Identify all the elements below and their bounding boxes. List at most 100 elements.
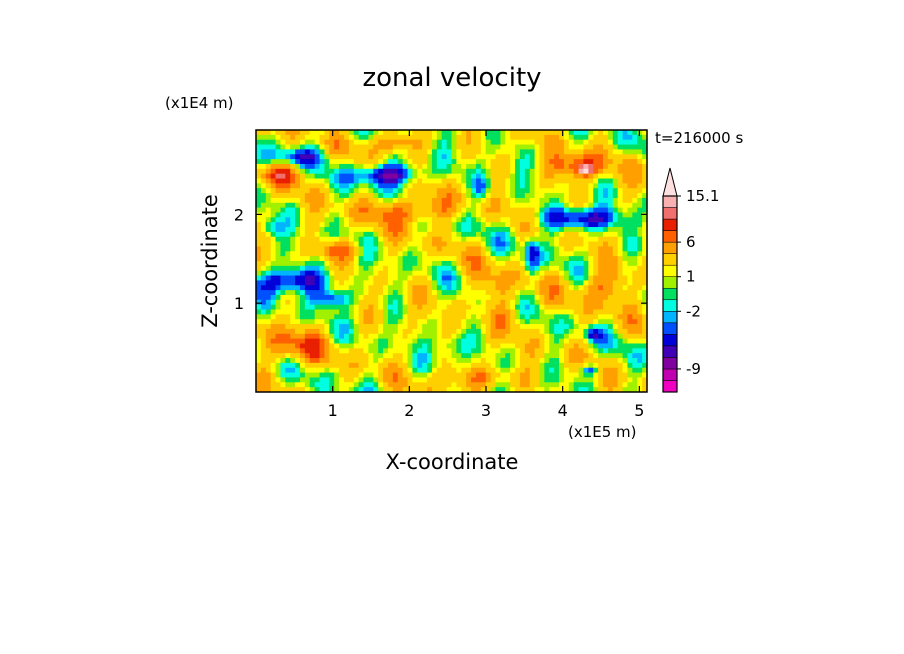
heatmap-cell: [461, 178, 467, 184]
heatmap-cell: [519, 261, 526, 267]
heatmap-cell: [534, 149, 540, 155]
heatmap-cell: [510, 246, 516, 252]
heatmap-cell: [642, 173, 648, 179]
heatmap-cell: [593, 188, 599, 194]
heatmap-cell: [363, 338, 369, 344]
heatmap-cell: [544, 358, 550, 364]
heatmap-cell: [392, 168, 399, 175]
heatmap-cell: [348, 353, 355, 359]
heatmap-cell: [270, 358, 276, 364]
heatmap-cell: [422, 324, 428, 330]
heatmap-cell: [402, 139, 408, 145]
heatmap-cell: [563, 202, 570, 209]
heatmap-cell: [554, 358, 560, 364]
heatmap-cell: [461, 270, 467, 276]
heatmap-cell: [490, 193, 496, 199]
heatmap-cell: [475, 362, 482, 369]
heatmap-cell: [568, 382, 575, 388]
heatmap-cell: [270, 353, 276, 359]
heatmap-cell: [534, 348, 540, 354]
colorbar-extend-triangle: [662, 167, 678, 197]
heatmap-cell: [549, 202, 555, 209]
heatmap-cell: [539, 280, 545, 286]
heatmap-cell: [559, 328, 565, 335]
heatmap-cell: [451, 193, 457, 199]
heatmap-cell: [505, 372, 511, 378]
heatmap-cell: [578, 343, 584, 349]
heatmap-cell: [568, 163, 575, 170]
heatmap-cell: [559, 168, 565, 175]
heatmap-cell: [637, 241, 643, 247]
heatmap-cell: [427, 183, 433, 189]
heatmap-cell: [568, 294, 575, 301]
heatmap-cell: [265, 251, 272, 257]
heatmap-cell: [578, 178, 584, 184]
heatmap-cell: [480, 309, 487, 315]
heatmap-cell: [607, 246, 614, 252]
heatmap-cell: [309, 193, 316, 199]
heatmap-cell: [466, 163, 472, 170]
heatmap-cell: [353, 304, 360, 310]
heatmap-cell: [373, 251, 379, 257]
heatmap-cell: [446, 372, 452, 378]
heatmap-cell: [524, 154, 531, 160]
heatmap-cell: [637, 159, 643, 165]
heatmap-cell: [617, 328, 623, 335]
heatmap-cell: [505, 358, 511, 364]
heatmap-cell: [607, 382, 614, 388]
heatmap-cell: [343, 183, 350, 189]
heatmap-cell: [544, 348, 550, 354]
heatmap-cell: [559, 290, 565, 296]
heatmap-cell: [265, 333, 272, 340]
heatmap-cell: [559, 212, 565, 218]
heatmap-cell: [309, 309, 316, 315]
heatmap-cell: [314, 256, 320, 262]
heatmap-cell: [568, 261, 575, 267]
heatmap-cell: [544, 173, 550, 179]
heatmap-cell: [299, 362, 306, 369]
heatmap-cell: [373, 227, 379, 233]
heatmap-cell: [598, 251, 604, 257]
heatmap-cell: [295, 299, 301, 306]
heatmap-cell: [622, 309, 628, 315]
heatmap-cell: [339, 236, 345, 242]
heatmap-cell: [534, 188, 540, 194]
heatmap-cell: [270, 188, 276, 194]
heatmap-cell: [568, 173, 575, 179]
heatmap-cell: [392, 387, 399, 393]
heatmap-cell: [256, 134, 262, 141]
heatmap-cell: [295, 265, 301, 272]
heatmap-cell: [383, 202, 389, 209]
heatmap-cell: [549, 387, 555, 393]
heatmap-cell: [593, 251, 599, 257]
heatmap-cell: [407, 358, 413, 364]
heatmap-cell: [573, 134, 579, 141]
heatmap-cell: [617, 377, 623, 383]
heatmap-cell: [383, 163, 389, 170]
heatmap-cell: [583, 231, 589, 238]
heatmap-cell: [519, 144, 526, 150]
heatmap-cell: [363, 168, 369, 175]
heatmap-cell: [412, 183, 418, 189]
heatmap-cell: [348, 134, 355, 141]
heatmap-cell: [510, 324, 516, 330]
heatmap-cell: [363, 159, 369, 165]
heatmap-cell: [568, 353, 575, 359]
heatmap-cell: [549, 251, 555, 257]
heatmap-cell: [544, 178, 550, 184]
heatmap-cell: [275, 217, 281, 223]
heatmap-cell: [500, 382, 506, 388]
heatmap-cell: [539, 207, 545, 213]
heatmap-cell: [363, 261, 369, 267]
heatmap-cell: [637, 290, 643, 296]
heatmap-cell: [397, 382, 404, 388]
heatmap-cell: [397, 256, 404, 262]
heatmap-cell: [339, 328, 345, 335]
heatmap-cell: [422, 149, 428, 155]
heatmap-cell: [612, 227, 619, 233]
heatmap-cell: [299, 251, 306, 257]
heatmap-cell: [348, 294, 355, 301]
heatmap-cell: [563, 227, 570, 233]
heatmap-cell: [431, 304, 438, 310]
heatmap-cell: [627, 231, 633, 238]
